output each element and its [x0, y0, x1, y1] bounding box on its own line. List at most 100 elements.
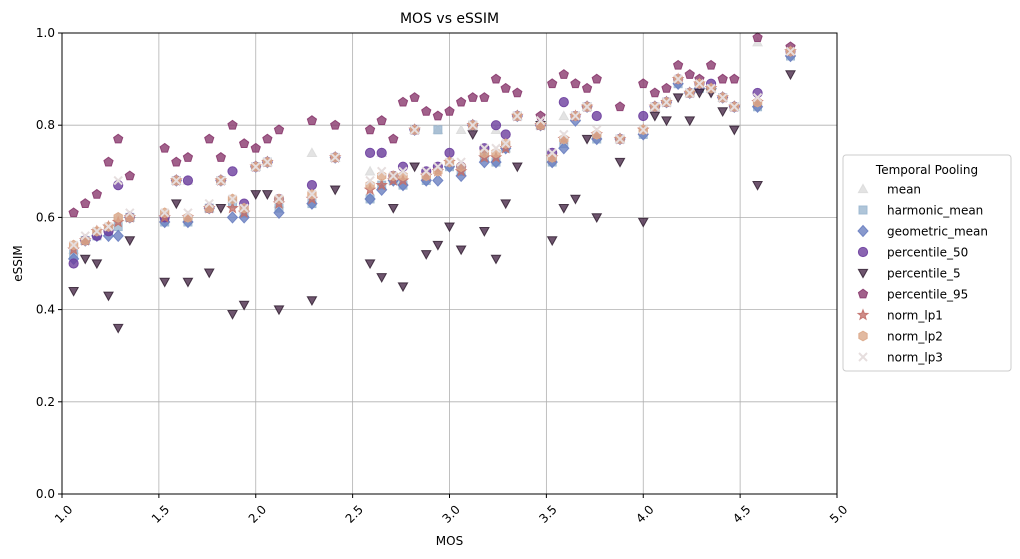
point-norm_lp2 — [113, 212, 123, 223]
legend-item-percentile_5: percentile_5 — [857, 267, 961, 281]
point-norm_lp3 — [706, 83, 716, 94]
point-percentile_95 — [124, 170, 135, 181]
legend-item-geometric_mean: geometric_mean — [857, 224, 988, 239]
point-norm_lp3 — [650, 102, 660, 112]
point-percentile_95 — [330, 119, 341, 130]
point-percentile_95 — [388, 133, 399, 144]
point-percentile_95 — [500, 82, 511, 93]
point-norm_lp3 — [535, 115, 546, 126]
point-percentile_95 — [306, 115, 318, 125]
point-harmonic_mean — [433, 125, 443, 135]
point-percentile_5 — [112, 323, 124, 334]
point-norm_lp3 — [468, 120, 478, 130]
point-percentile_50 — [182, 175, 194, 186]
point-norm_lp3 — [113, 175, 123, 186]
point-percentile_50 — [306, 180, 318, 191]
point-percentile_50 — [376, 147, 387, 158]
point-percentile_95 — [238, 138, 250, 149]
point-norm_lp3 — [307, 189, 317, 200]
series-percentile_50 — [68, 46, 796, 269]
point-norm_lp3 — [717, 92, 728, 103]
point-percentile_5 — [511, 162, 523, 173]
point-percentile_5 — [569, 194, 581, 205]
point-percentile_95 — [432, 110, 444, 121]
point-percentile_50 — [558, 97, 569, 108]
point-percentile_5 — [159, 277, 171, 288]
point-norm_lp3 — [456, 157, 466, 167]
point-percentile_5 — [614, 157, 626, 168]
legend-label: norm_lp3 — [887, 351, 943, 365]
point-norm_lp3 — [752, 92, 763, 103]
x-tick-label: 3.5 — [536, 502, 559, 525]
legend-label: norm_lp1 — [887, 309, 943, 323]
point-percentile_95 — [455, 96, 467, 107]
legend-item-mean: mean — [857, 183, 921, 197]
point-norm_lp3 — [398, 166, 408, 177]
point-percentile_95 — [113, 133, 124, 144]
legend-marker-percentile_5 — [857, 268, 869, 279]
point-norm_lp1 — [226, 201, 239, 214]
point-norm_lp3 — [694, 79, 705, 89]
point-percentile_5 — [649, 111, 661, 122]
legend-label: percentile_5 — [887, 267, 961, 281]
point-percentile_95 — [591, 73, 602, 84]
x-axis: 1.0 1.5 2.0 2.5 3.0 3.5 4.0 4.5 5.0 — [52, 494, 850, 526]
point-norm_lp3 — [80, 231, 90, 241]
series-norm_lp3 — [68, 46, 796, 250]
point-percentile_5 — [785, 70, 796, 81]
point-percentile_5 — [329, 185, 341, 196]
point-percentile_5 — [478, 227, 490, 237]
point-norm_lp3 — [685, 88, 695, 98]
legend-marker-geometric_mean — [857, 224, 869, 238]
legend-marker-mean — [857, 183, 869, 194]
y-tick-label: 0.6 — [36, 210, 55, 224]
point-norm_lp3 — [673, 74, 683, 84]
point-norm_lp3 — [491, 143, 501, 153]
point-norm_lp3 — [227, 194, 238, 204]
point-percentile_5 — [490, 254, 502, 265]
point-mean — [306, 147, 318, 158]
point-percentile_5 — [444, 222, 455, 233]
series-geometric_mean — [67, 49, 797, 266]
point-norm_lp3 — [638, 125, 648, 135]
point-percentile_95 — [570, 78, 581, 89]
point-percentile_95 — [614, 101, 626, 112]
point-percentile_5 — [546, 236, 558, 247]
point-percentile_5 — [693, 88, 705, 99]
legend-label: mean — [887, 183, 921, 197]
point-geometric_mean — [364, 192, 376, 206]
legend-marker-percentile_50 — [857, 246, 869, 258]
legend-item-norm_lp3: norm_lp3 — [858, 351, 943, 365]
point-percentile_95 — [182, 152, 194, 162]
point-norm_lp3 — [251, 161, 261, 172]
point-percentile_5 — [203, 268, 215, 279]
point-norm_lp3 — [729, 102, 740, 112]
point-percentile_95 — [250, 142, 261, 153]
point-percentile_50 — [227, 166, 238, 177]
point-percentile_5 — [364, 259, 376, 270]
legend: Temporal Pooling mean harmonic_meangeomet… — [842, 154, 1012, 372]
point-percentile_95 — [397, 96, 409, 107]
point-mean — [558, 110, 570, 121]
point-norm_lp3 — [559, 129, 569, 140]
point-percentile_5 — [637, 217, 649, 228]
point-mean — [364, 165, 376, 176]
point-norm_lp3 — [68, 240, 79, 250]
legend-label: percentile_95 — [887, 288, 968, 302]
point-percentile_95 — [581, 82, 593, 93]
point-percentile_5 — [124, 236, 136, 247]
point-norm_lp3 — [262, 157, 273, 167]
data-points — [67, 32, 797, 334]
series-harmonic_mean — [69, 51, 795, 259]
point-percentile_5 — [432, 240, 444, 251]
legend-marker-norm_lp2 — [858, 330, 868, 342]
point-geometric_mean — [226, 211, 239, 224]
y-tick-label: 1.0 — [36, 26, 55, 40]
point-percentile_5 — [250, 190, 262, 200]
point-percentile_5 — [409, 162, 421, 173]
legend-title: Temporal Pooling — [875, 163, 978, 177]
point-norm_lp3 — [615, 134, 625, 144]
x-axis-label: MOS — [436, 534, 463, 548]
series-mean — [68, 36, 796, 254]
point-norm_lp3 — [500, 138, 511, 149]
